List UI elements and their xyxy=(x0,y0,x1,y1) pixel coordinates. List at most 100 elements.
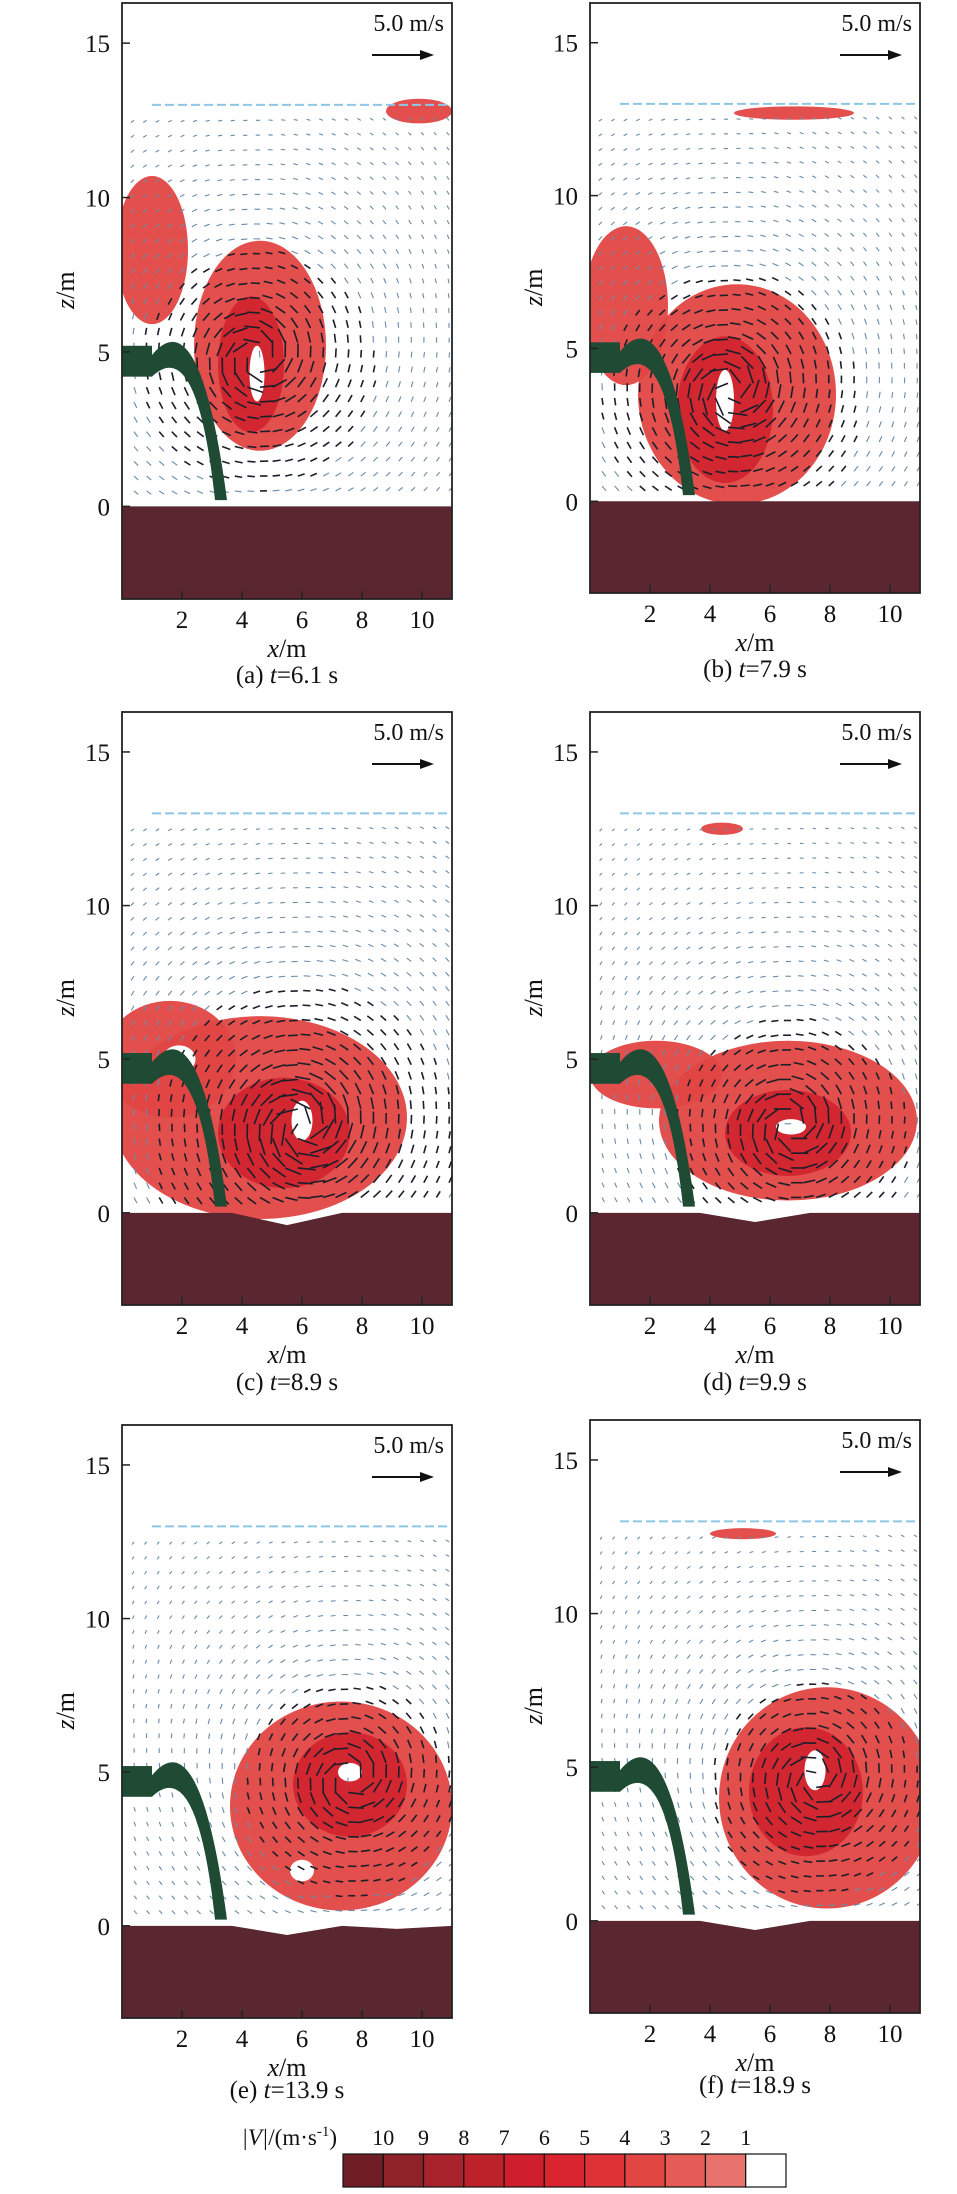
panel-b-vector xyxy=(774,161,779,164)
panel-e-vector xyxy=(259,1909,266,1914)
panel-e-vector xyxy=(220,1748,223,1755)
panel-c-vector xyxy=(368,943,374,948)
panel-c-vector xyxy=(367,987,374,992)
panel-e-vector xyxy=(219,1688,223,1695)
panel-c-vector xyxy=(180,828,185,832)
panel-d-vector xyxy=(803,1124,817,1140)
panel-e-vector xyxy=(335,1821,348,1827)
panel-e-vector xyxy=(335,1791,348,1805)
panel-b-vector xyxy=(610,265,616,271)
panel-c-vector xyxy=(216,990,223,996)
panel-f-vector xyxy=(828,1828,841,1833)
panel-e-vector xyxy=(349,1729,362,1735)
panel-d-vector xyxy=(888,899,893,903)
panel-a-vector xyxy=(213,297,223,305)
panel-e-vector xyxy=(196,1910,201,1915)
panel-a-vector xyxy=(297,442,306,448)
panel-c-vector xyxy=(192,872,198,876)
panel-e-vector xyxy=(182,1718,185,1724)
panel-d-vector xyxy=(677,1197,682,1204)
panel-b-vector xyxy=(903,392,906,399)
panel-c-vector xyxy=(204,975,210,981)
panel-c-vector xyxy=(317,916,324,918)
panel-e-vector xyxy=(368,1614,374,1617)
panel-d-vector xyxy=(686,872,691,876)
panel-a-vector xyxy=(142,164,147,168)
panel-f-vector xyxy=(675,1698,679,1704)
panel-d-vector xyxy=(637,1035,641,1041)
panel-a-vector xyxy=(262,294,273,299)
panel-b-vector xyxy=(863,275,868,281)
panel-a-vector xyxy=(130,149,135,153)
panel-e-vector xyxy=(281,1585,286,1589)
panel-d-vector xyxy=(611,931,616,936)
panel-b-xtick-label: 8 xyxy=(824,601,837,628)
panel-e-ytick-label: 15 xyxy=(85,1453,110,1480)
panel-b-vector xyxy=(613,412,618,421)
panel-c-vector xyxy=(192,843,198,846)
panel-e-vector xyxy=(322,1865,332,1870)
panel-f-vector xyxy=(651,1890,657,1895)
panel-e-vector xyxy=(360,1801,376,1808)
panel-c-vector xyxy=(208,1196,216,1205)
panel-e-vector xyxy=(195,1718,198,1724)
panel-d-vector xyxy=(874,1015,880,1021)
panel-f-vector xyxy=(625,1684,628,1689)
panel-b-vector xyxy=(739,383,752,399)
panel-c-vector xyxy=(339,1030,349,1036)
panel-d-vector xyxy=(887,1044,893,1051)
panel-d-vector xyxy=(664,1138,667,1146)
panel-a-vector xyxy=(272,474,281,477)
panel-f-vector xyxy=(837,1757,843,1773)
panel-e-vector xyxy=(448,1831,452,1838)
panel-a-vector xyxy=(318,147,324,151)
panel-e-vector xyxy=(398,1892,405,1897)
panel-c-vector xyxy=(369,841,374,845)
panel-e-vector xyxy=(209,1777,211,1784)
panel-f-vector xyxy=(913,1693,918,1700)
panel-b-vector xyxy=(683,265,691,269)
panel-d-vector xyxy=(835,988,842,992)
panel-f-vector xyxy=(614,1846,618,1851)
panel-d-vector xyxy=(848,1058,855,1066)
panel-c-vector xyxy=(435,1190,441,1198)
panel-b-vector xyxy=(803,465,811,472)
panel-a-vector xyxy=(208,372,215,385)
panel-c-vector xyxy=(266,975,273,979)
panel-f-vector xyxy=(651,1860,656,1866)
panel-d-reference-vector-label: 5.0 m/s xyxy=(841,720,912,746)
panel-d-vector xyxy=(614,1197,618,1203)
panel-d-vector xyxy=(612,1035,616,1040)
panel-a-vector xyxy=(234,386,248,398)
panel-a-vector xyxy=(272,396,286,403)
panel-b-vector xyxy=(714,411,732,425)
panel-b-vector xyxy=(761,132,766,135)
panel-e-vector xyxy=(146,1807,149,1812)
panel-c-vector xyxy=(435,1160,440,1169)
panel-b-vector xyxy=(664,485,673,491)
panel-a-vector xyxy=(292,221,298,225)
panel-f-vector xyxy=(914,1722,918,1729)
panel-d-vector xyxy=(638,1079,641,1086)
panel-a-vector xyxy=(423,396,427,403)
panel-c-vector xyxy=(366,1015,374,1022)
panel-e-vector xyxy=(332,1762,349,1766)
panel-e-vector xyxy=(365,1700,374,1705)
panel-a-vector xyxy=(317,277,324,284)
panel-f-vector xyxy=(612,1551,616,1555)
panel-c-vector xyxy=(339,1057,349,1066)
panel-b-vector xyxy=(651,441,659,450)
panel-a-vector xyxy=(435,486,441,492)
panel-d-vector xyxy=(901,1058,905,1065)
panel-a-vector xyxy=(360,410,366,418)
panel-d-vector xyxy=(770,1034,779,1038)
panel-a-vector xyxy=(447,293,450,299)
colorbar-level-label: 7 xyxy=(499,2125,510,2150)
panel-d-vector xyxy=(711,828,716,831)
panel-e-vector xyxy=(445,1597,450,1602)
panel-e-vector xyxy=(369,1570,374,1572)
panel-b-vector xyxy=(697,236,703,239)
panel-c-vector xyxy=(230,842,235,846)
panel-b-vector xyxy=(598,265,603,271)
panel-b-vector xyxy=(863,145,867,149)
